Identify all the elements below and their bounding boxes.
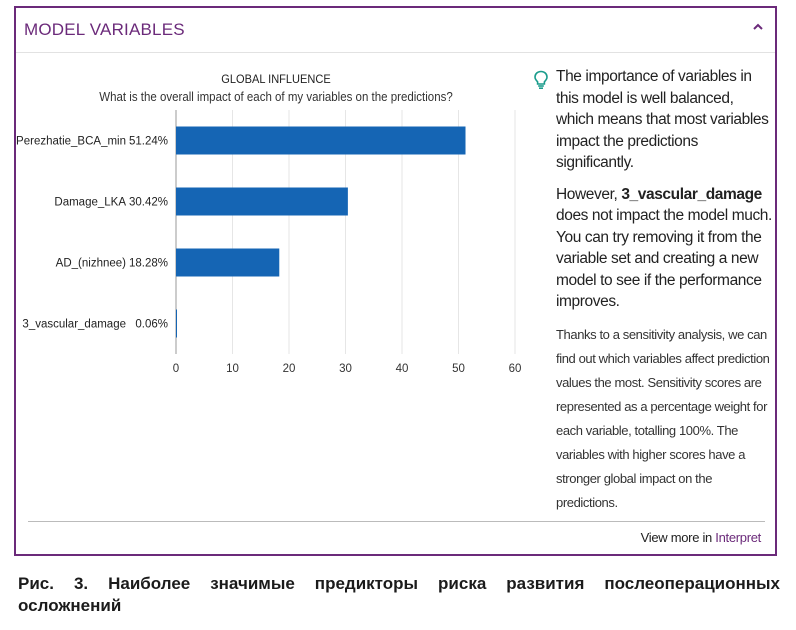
value-label: 51.24% (129, 136, 168, 148)
x-tick-label: 50 (452, 363, 465, 375)
value-label: 18.28% (129, 258, 168, 270)
x-tick-label: 60 (509, 363, 522, 375)
x-tick-label: 30 (339, 363, 352, 375)
bar (176, 187, 348, 216)
insight-explanation: Thanks to a sensitivity analysis, we can… (556, 326, 770, 510)
model-variables-panel: MODEL VARIABLES GLOBAL INFLUENCE What is… (14, 6, 777, 556)
global-influence-chart: GLOBAL INFLUENCE What is the overall imp… (16, 52, 531, 512)
category-label: AD_(nizhnee) (56, 258, 126, 270)
chart-title: GLOBAL INFLUENCE (221, 72, 331, 86)
lightbulb-icon (534, 70, 548, 90)
bar (176, 126, 466, 155)
panel-footer: View more in Interpret (28, 521, 765, 554)
category-label: Perezhatie_BCA_min (16, 136, 126, 148)
x-tick-label: 40 (396, 363, 409, 375)
insight-recommendation: However, 3_vascular_damage does not impa… (556, 185, 772, 311)
insight-summary: The importance of variables in this mode… (556, 68, 769, 171)
x-tick-label: 20 (283, 363, 296, 375)
bar-chart-svg: 0 10 20 30 40 50 60 Perezhatie_BCA_min 51.24% Dam… (16, 110, 522, 375)
panel-title: MODEL VARIABLES (24, 20, 185, 39)
category-label: Damage_LKA (54, 197, 126, 209)
bar (176, 309, 177, 338)
value-label: 0.06% (135, 319, 168, 331)
chart-subtitle: What is the overall impact of each of my… (99, 90, 453, 104)
chevron-up-icon[interactable] (749, 18, 767, 36)
figure-caption: Рис. 3. Наиболее значимые предикторы рис… (18, 574, 780, 615)
bar (176, 248, 280, 277)
value-label: 30.42% (129, 197, 168, 209)
panel-header: MODEL VARIABLES (16, 8, 775, 53)
category-label: 3_vascular_damage (22, 319, 126, 331)
x-tick-label: 10 (226, 363, 239, 375)
weak-variable-name: 3_vascular_damage (621, 185, 762, 203)
view-more-interpret-link[interactable]: View more in Interpret (640, 530, 762, 545)
insight-panel: The importance of variables in this mode… (534, 66, 772, 515)
x-tick-label: 0 (173, 363, 179, 375)
